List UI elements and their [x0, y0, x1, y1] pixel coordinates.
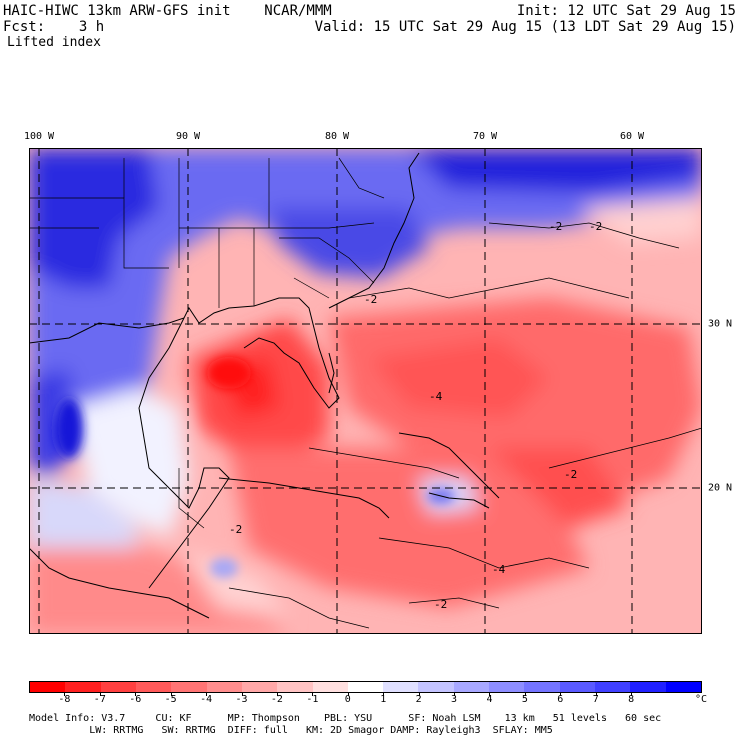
map-frame: [29, 148, 702, 634]
colorbar-tick-mark: [524, 692, 526, 696]
colorbar-segment: [595, 682, 631, 692]
lifted-index-map: -2 -2 -2 -2 -2 -4 -4 -2: [29, 148, 702, 634]
colorbar-tick-label: -4: [200, 694, 213, 705]
colorbar-tick-label: 0: [344, 694, 351, 705]
colorbar-segment: [171, 682, 207, 692]
field-name: Lifted index: [7, 35, 101, 50]
colorbar-tick-label: 1: [380, 694, 387, 705]
colorbar-tick-mark: [489, 692, 491, 696]
colorbar-tick-label: -2: [270, 694, 283, 705]
init-time: Init: 12 UTC Sat 29 Aug 15: [516, 3, 736, 19]
colorbar-tick-mark: [312, 692, 314, 696]
colorbar-segment: [277, 682, 313, 692]
contour-label: -2: [589, 220, 602, 233]
colorbar-tick-mark: [418, 692, 420, 696]
colorbar-segment: [418, 682, 454, 692]
colorbar-tick-mark: [631, 692, 633, 696]
colorbar-tick-label: -6: [129, 694, 142, 705]
colorbar-segment: [100, 682, 136, 692]
colorbar-segment: [312, 682, 348, 692]
lon-label-100w: 100 W: [23, 131, 55, 142]
colorbar-tick-label: 2: [415, 694, 422, 705]
colorbar-tick-mark: [170, 692, 172, 696]
colorbar-tick-label: -7: [93, 694, 106, 705]
colorbar-tick-label: 7: [592, 694, 599, 705]
colorbar-tick-label: -1: [306, 694, 319, 705]
state-borders: [29, 157, 385, 529]
contours: [228, 222, 702, 629]
contour-label: -2: [229, 523, 242, 536]
colorbar-tick-label: 8: [628, 694, 635, 705]
colorbar-tick-label: -3: [235, 694, 248, 705]
colorbar-tick-mark: [347, 692, 349, 696]
colorbar-tick-label: 3: [451, 694, 458, 705]
colorbar-segment: [524, 682, 560, 692]
lon-label-80w: 80 W: [324, 131, 350, 142]
colorbar-tick-mark: [560, 692, 562, 696]
colorbar-segment: [241, 682, 278, 692]
colorbar-segment: [630, 682, 666, 692]
colorbar-tick-label: -5: [164, 694, 177, 705]
field-shading: [29, 148, 702, 634]
lon-label-60w: 60 W: [619, 131, 645, 142]
forecast-hour: Fcst: 3 h: [3, 19, 105, 35]
lat-label-30n: 30 N: [708, 318, 733, 330]
colorbar-tick-mark: [206, 692, 208, 696]
colorbar-segment: [383, 682, 419, 692]
colorbar-tick-mark: [99, 692, 101, 696]
colorbar-tick-mark: [241, 692, 243, 696]
colorbar-tick-label: 4: [486, 694, 493, 705]
colorbar-tick-mark: [595, 692, 597, 696]
contour-label: -4: [492, 563, 506, 576]
colorbar-segment: [30, 682, 66, 692]
lat-lon-grid: [29, 148, 702, 634]
lat-label-20n: 20 N: [708, 482, 733, 494]
colorbar-segment: [65, 682, 101, 692]
colorbar-tick-mark: [383, 692, 385, 696]
contour-label: -4: [429, 390, 443, 403]
colorbar-ticks: -8 -7 -6 -5 -4 -3 -2 -1 0 1 2 3 4 5 6 7 8: [29, 692, 702, 708]
contour-label: -2: [434, 598, 447, 611]
contour-label: -2: [364, 293, 377, 306]
lon-label-70w: 70 W: [472, 131, 498, 142]
colorbar-segment: [206, 682, 242, 692]
colorbar-segment: [453, 682, 490, 692]
colorbar-tick-mark: [64, 692, 66, 696]
model-title: HAIC-HIWC 13km ARW-GFS init NCAR/MMM: [3, 3, 332, 19]
colorbar-segment: [489, 682, 525, 692]
colorbar-segment: [665, 682, 701, 692]
colorbar-tick-label: 5: [521, 694, 528, 705]
model-info-line2: LW: RRTMG SW: RRTMG DIFF: full KM: 2D Sm…: [29, 725, 553, 736]
lon-label-90w: 90 W: [175, 131, 201, 142]
colorbar-unit: °C: [695, 694, 708, 705]
colorbar-segment: [135, 682, 172, 692]
field-detail: [55, 357, 455, 578]
colorbar-segment: [347, 682, 384, 692]
colorbar-tick-label: 6: [557, 694, 564, 705]
colorbar-tick-mark: [135, 692, 137, 696]
valid-time: Valid: 15 UTC Sat 29 Aug 15 (13 LDT Sat …: [314, 19, 736, 35]
colorbar: [29, 681, 702, 693]
colorbar-tick-mark: [276, 692, 278, 696]
contour-label: -2: [549, 220, 562, 233]
colorbar-tick-label: -8: [58, 694, 71, 705]
colorbar-tick-mark: [454, 692, 456, 696]
colorbar-segment: [559, 682, 595, 692]
contour-label: -2: [564, 468, 577, 481]
model-info-line1: Model Info: V3.7 CU: KF MP: Thompson PBL…: [29, 713, 662, 724]
